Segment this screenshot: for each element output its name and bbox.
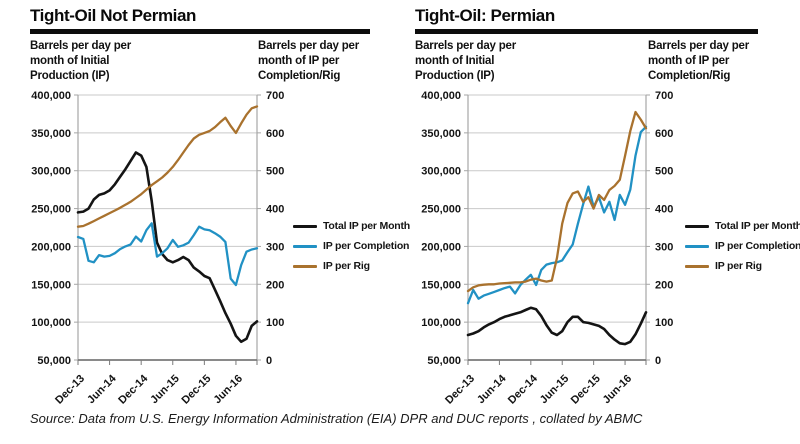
svg-text:600: 600	[655, 128, 673, 140]
svg-text:100: 100	[266, 317, 284, 329]
legend-item-ip-per-rig: IP per Rig	[293, 256, 411, 276]
svg-text:300: 300	[266, 241, 284, 253]
svg-text:350,000: 350,000	[31, 128, 71, 140]
svg-text:400,000: 400,000	[31, 90, 71, 102]
legend-label: IP per Completion	[323, 240, 410, 252]
legend-label: IP per Completion	[715, 240, 800, 252]
legend-line-swatch	[293, 224, 317, 228]
legend-item-ip-per-rig: IP per Rig	[685, 256, 800, 276]
title-underline	[30, 29, 370, 34]
legend-line-swatch	[685, 224, 709, 228]
svg-text:150,000: 150,000	[421, 279, 461, 291]
svg-text:Jun-14: Jun-14	[475, 372, 509, 406]
svg-text:Jun-15: Jun-15	[148, 373, 182, 407]
svg-text:400: 400	[266, 204, 284, 216]
svg-text:Dec-14: Dec-14	[506, 372, 541, 407]
svg-text:350,000: 350,000	[421, 128, 461, 140]
svg-text:Jun-16: Jun-16	[601, 373, 635, 407]
svg-text:Dec-13: Dec-13	[53, 373, 87, 407]
line-chart-permian: 400,000 700 350,000 600 300,000 500 250,000 400…	[421, 90, 673, 407]
svg-text:Dec-15: Dec-15	[569, 373, 603, 407]
svg-text:400: 400	[655, 204, 673, 216]
svg-text:Jun-16: Jun-16	[211, 373, 245, 407]
svg-text:Dec-15: Dec-15	[179, 373, 213, 407]
svg-text:500: 500	[655, 166, 673, 178]
svg-text:300: 300	[655, 241, 673, 253]
svg-text:400,000: 400,000	[421, 90, 461, 102]
svg-text:300,000: 300,000	[421, 166, 461, 178]
chart-panel-not-permian: 400,000 700 350,000 600 300,000 500 250,000 400…	[30, 6, 410, 407]
svg-text:100,000: 100,000	[31, 317, 71, 329]
svg-text:0: 0	[655, 355, 661, 367]
svg-text:300,000: 300,000	[31, 166, 71, 178]
svg-text:0: 0	[266, 355, 272, 367]
legend-label: Total IP per Month	[715, 220, 800, 232]
svg-text:Jun-15: Jun-15	[538, 373, 572, 407]
legend-label: IP per Rig	[323, 260, 370, 272]
legend-item-total-ip: Total IP per Month	[685, 216, 800, 236]
svg-text:700: 700	[266, 90, 284, 102]
left-axis-label: Barrels per day per month of Initial Pro…	[30, 40, 132, 82]
svg-text:250,000: 250,000	[31, 204, 71, 216]
legend-label: Total IP per Month	[323, 220, 411, 232]
legend-line-swatch	[685, 264, 709, 268]
source-note: Source: Data from U.S. Energy Informatio…	[30, 411, 643, 426]
chart-title-permian: Tight-Oil: Permian	[415, 6, 555, 25]
legend-item-ip-per-completion: IP per Completion	[293, 236, 411, 256]
svg-text:50,000: 50,000	[427, 355, 461, 367]
legend-line-swatch	[293, 244, 317, 248]
legend-line-swatch	[685, 244, 709, 248]
legend-label: IP per Rig	[715, 260, 762, 272]
right-axis-label: Barrels per day per month of IP per Comp…	[648, 40, 750, 82]
legend: Total IP per Month IP per Completion IP …	[685, 216, 800, 276]
right-axis-label: Barrels per day per month of IP per Comp…	[258, 40, 360, 82]
svg-text:Dec-13: Dec-13	[443, 373, 477, 407]
svg-text:100: 100	[655, 317, 673, 329]
svg-text:700: 700	[655, 90, 673, 102]
left-axis-label: Barrels per day per month of Initial Pro…	[415, 40, 517, 82]
svg-text:100,000: 100,000	[421, 317, 461, 329]
chart-panel-permian: 400,000 700 350,000 600 300,000 500 250,000 400…	[400, 0, 800, 444]
svg-text:200,000: 200,000	[31, 241, 71, 253]
svg-text:500: 500	[266, 166, 284, 178]
line-chart-not-permian: 400,000 700 350,000 600 300,000 500 250,000 400…	[31, 90, 284, 407]
svg-text:250,000: 250,000	[421, 204, 461, 216]
legend: Total IP per Month IP per Completion IP …	[293, 216, 411, 276]
svg-text:150,000: 150,000	[31, 279, 71, 291]
svg-text:200: 200	[655, 279, 673, 291]
svg-text:Jun-14: Jun-14	[85, 372, 119, 406]
legend-item-ip-per-completion: IP per Completion	[685, 236, 800, 256]
svg-text:Dec-14: Dec-14	[116, 372, 151, 407]
svg-text:600: 600	[266, 128, 284, 140]
legend-line-swatch	[293, 264, 317, 268]
chart-title-not-permian: Tight-Oil Not Permian	[30, 6, 197, 25]
svg-text:200,000: 200,000	[421, 241, 461, 253]
svg-text:50,000: 50,000	[37, 355, 71, 367]
title-underline	[415, 29, 758, 34]
legend-item-total-ip: Total IP per Month	[293, 216, 411, 236]
svg-text:200: 200	[266, 279, 284, 291]
